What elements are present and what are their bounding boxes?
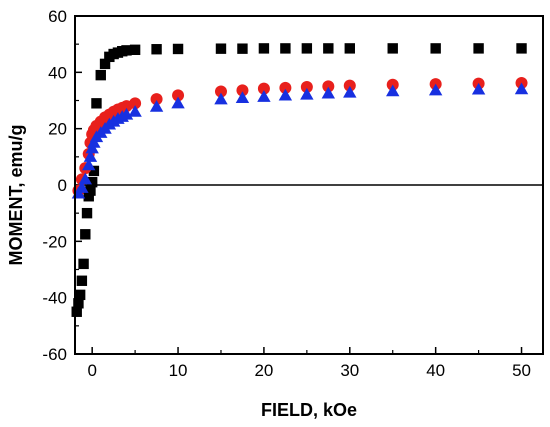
data-point-square: [301, 43, 313, 54]
data-point-square: [151, 44, 162, 55]
data-point-triangle: [300, 87, 314, 100]
data-point-square: [121, 45, 132, 56]
data-point-square: [74, 289, 86, 301]
y-tick-label: -20: [42, 232, 67, 251]
data-point-square: [76, 275, 88, 286]
y-tick-label: 40: [48, 63, 67, 82]
data-point-square: [344, 43, 355, 54]
data-point-square: [95, 69, 106, 81]
x-tick-label: 0: [87, 361, 96, 380]
data-point-square: [73, 298, 84, 309]
data-point-square: [83, 191, 94, 202]
data-point-square: [516, 43, 527, 54]
data-point-triangle: [471, 82, 486, 95]
y-tick-label: 0: [58, 176, 67, 195]
data-point-square: [85, 185, 96, 196]
series-circle: [72, 77, 528, 197]
data-point-square: [71, 306, 82, 317]
data-point-circle: [300, 80, 313, 93]
y-tick-label: -40: [42, 289, 67, 308]
data-point-circle: [322, 80, 335, 93]
series-square: [71, 43, 527, 317]
series-triangle: [71, 82, 529, 199]
data-point-square: [387, 43, 398, 54]
data-point-square: [473, 43, 484, 54]
data-point-triangle: [128, 105, 142, 117]
data-point-triangle: [83, 150, 98, 162]
data-point-triangle: [82, 158, 96, 171]
data-point-triangle: [235, 91, 250, 103]
data-point-triangle: [75, 181, 89, 193]
data-point-square: [88, 165, 100, 177]
data-point-square: [81, 207, 93, 219]
data-point-square: [99, 58, 111, 70]
data-point-square: [78, 258, 89, 270]
data-point-square: [80, 229, 91, 240]
data-point-triangle: [428, 83, 443, 96]
data-point-triangle: [78, 172, 93, 185]
plot-frame: [74, 15, 544, 355]
y-tick-label: 60: [48, 7, 67, 26]
x-tick-label: 20: [254, 361, 273, 380]
data-point-circle: [129, 97, 142, 110]
data-point-circle: [343, 79, 356, 92]
data-point-triangle: [257, 90, 271, 102]
data-point-square: [172, 43, 184, 55]
x-tick-label: 40: [426, 361, 445, 380]
y-axis-ticks: -60 -40 -20 0 20 40 60: [42, 7, 82, 364]
data-points: [71, 43, 529, 317]
data-point-triangle: [149, 99, 164, 112]
data-point-triangle: [171, 96, 185, 109]
x-tick-label: 50: [512, 361, 531, 380]
data-point-triangle: [514, 82, 529, 95]
data-point-circle: [279, 81, 292, 94]
y-tick-label: 20: [48, 120, 67, 139]
data-point-square: [91, 98, 102, 109]
data-point-triangle: [343, 85, 357, 98]
x-axis-ticks: 0 10 20 30 40 50: [87, 347, 531, 380]
x-tick-label: 10: [169, 361, 188, 380]
data-point-circle: [214, 85, 227, 98]
x-tick-label: 30: [340, 361, 359, 380]
x-axis-title: FIELD, kOe: [261, 400, 357, 420]
y-axis-title: MOMENT, emu/g: [6, 124, 26, 265]
data-point-circle: [150, 93, 163, 106]
data-point-circle: [257, 82, 270, 95]
data-point-square: [86, 176, 98, 188]
data-point-triangle: [214, 92, 228, 105]
data-point-triangle: [321, 86, 336, 99]
data-point-square: [237, 43, 248, 54]
data-point-circle: [236, 84, 249, 97]
data-point-circle: [172, 89, 185, 102]
data-point-triangle: [386, 84, 400, 97]
data-point-square: [129, 44, 141, 55]
y-tick-label: -60: [42, 345, 67, 364]
data-point-triangle: [278, 88, 293, 101]
data-point-square: [430, 43, 441, 54]
data-point-square: [215, 43, 227, 54]
data-point-square: [258, 43, 270, 54]
data-point-square: [280, 43, 291, 54]
data-point-square: [323, 43, 334, 54]
